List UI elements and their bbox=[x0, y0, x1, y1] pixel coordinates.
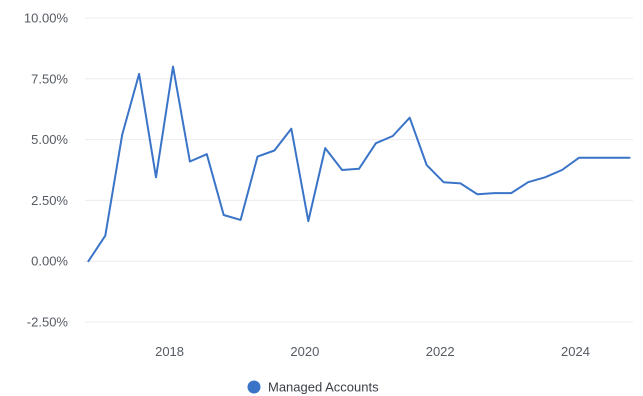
data-point bbox=[138, 73, 140, 75]
y-tick-label: 5.00% bbox=[31, 132, 68, 147]
y-axis-ticks: 10.00% 7.50% 5.00% 2.50% 0.00% -2.50% bbox=[24, 11, 69, 330]
y-tick-label: 7.50% bbox=[31, 71, 68, 86]
x-tick-label: 2022 bbox=[426, 344, 455, 359]
x-axis-ticks: 2018 2020 2022 2024 bbox=[155, 344, 590, 359]
data-point bbox=[443, 181, 445, 183]
data-point bbox=[527, 181, 529, 183]
data-point bbox=[578, 157, 580, 159]
data-point bbox=[189, 160, 191, 162]
data-point bbox=[240, 219, 242, 221]
data-point bbox=[544, 176, 546, 178]
data-point bbox=[459, 182, 461, 184]
data-point bbox=[595, 157, 597, 159]
data-point bbox=[341, 169, 343, 171]
x-tick-label: 2020 bbox=[290, 344, 319, 359]
data-point bbox=[307, 220, 309, 222]
series-lines bbox=[87, 65, 631, 263]
y-tick-label: 2.50% bbox=[31, 193, 68, 208]
data-point bbox=[155, 176, 157, 178]
data-point bbox=[206, 153, 208, 155]
data-point bbox=[257, 156, 259, 158]
y-tick-label: -2.50% bbox=[27, 315, 69, 330]
data-point bbox=[409, 117, 411, 119]
data-point bbox=[121, 134, 123, 136]
series-line bbox=[87, 65, 631, 263]
data-point bbox=[104, 235, 106, 237]
data-point bbox=[324, 147, 326, 149]
data-point bbox=[561, 169, 563, 171]
legend[interactable]: Managed Accounts bbox=[247, 380, 380, 395]
y-tick-label: 0.00% bbox=[31, 254, 68, 269]
data-point bbox=[375, 142, 377, 144]
gridlines bbox=[85, 17, 633, 323]
y-tick-label: 10.00% bbox=[24, 11, 69, 26]
data-point bbox=[87, 260, 89, 262]
data-point bbox=[493, 192, 495, 194]
legend-label: Managed Accounts bbox=[268, 380, 379, 395]
x-tick-label: 2018 bbox=[155, 344, 184, 359]
data-point bbox=[426, 164, 428, 166]
data-point bbox=[510, 192, 512, 194]
data-point bbox=[476, 193, 478, 195]
data-point bbox=[612, 157, 614, 159]
data-point bbox=[223, 214, 225, 216]
data-point bbox=[290, 128, 292, 130]
data-point bbox=[358, 168, 360, 170]
data-point bbox=[172, 66, 174, 68]
data-point bbox=[629, 157, 631, 159]
data-point bbox=[392, 135, 394, 137]
legend-marker bbox=[247, 380, 261, 394]
x-tick-label: 2024 bbox=[561, 344, 590, 359]
data-point bbox=[273, 150, 275, 152]
